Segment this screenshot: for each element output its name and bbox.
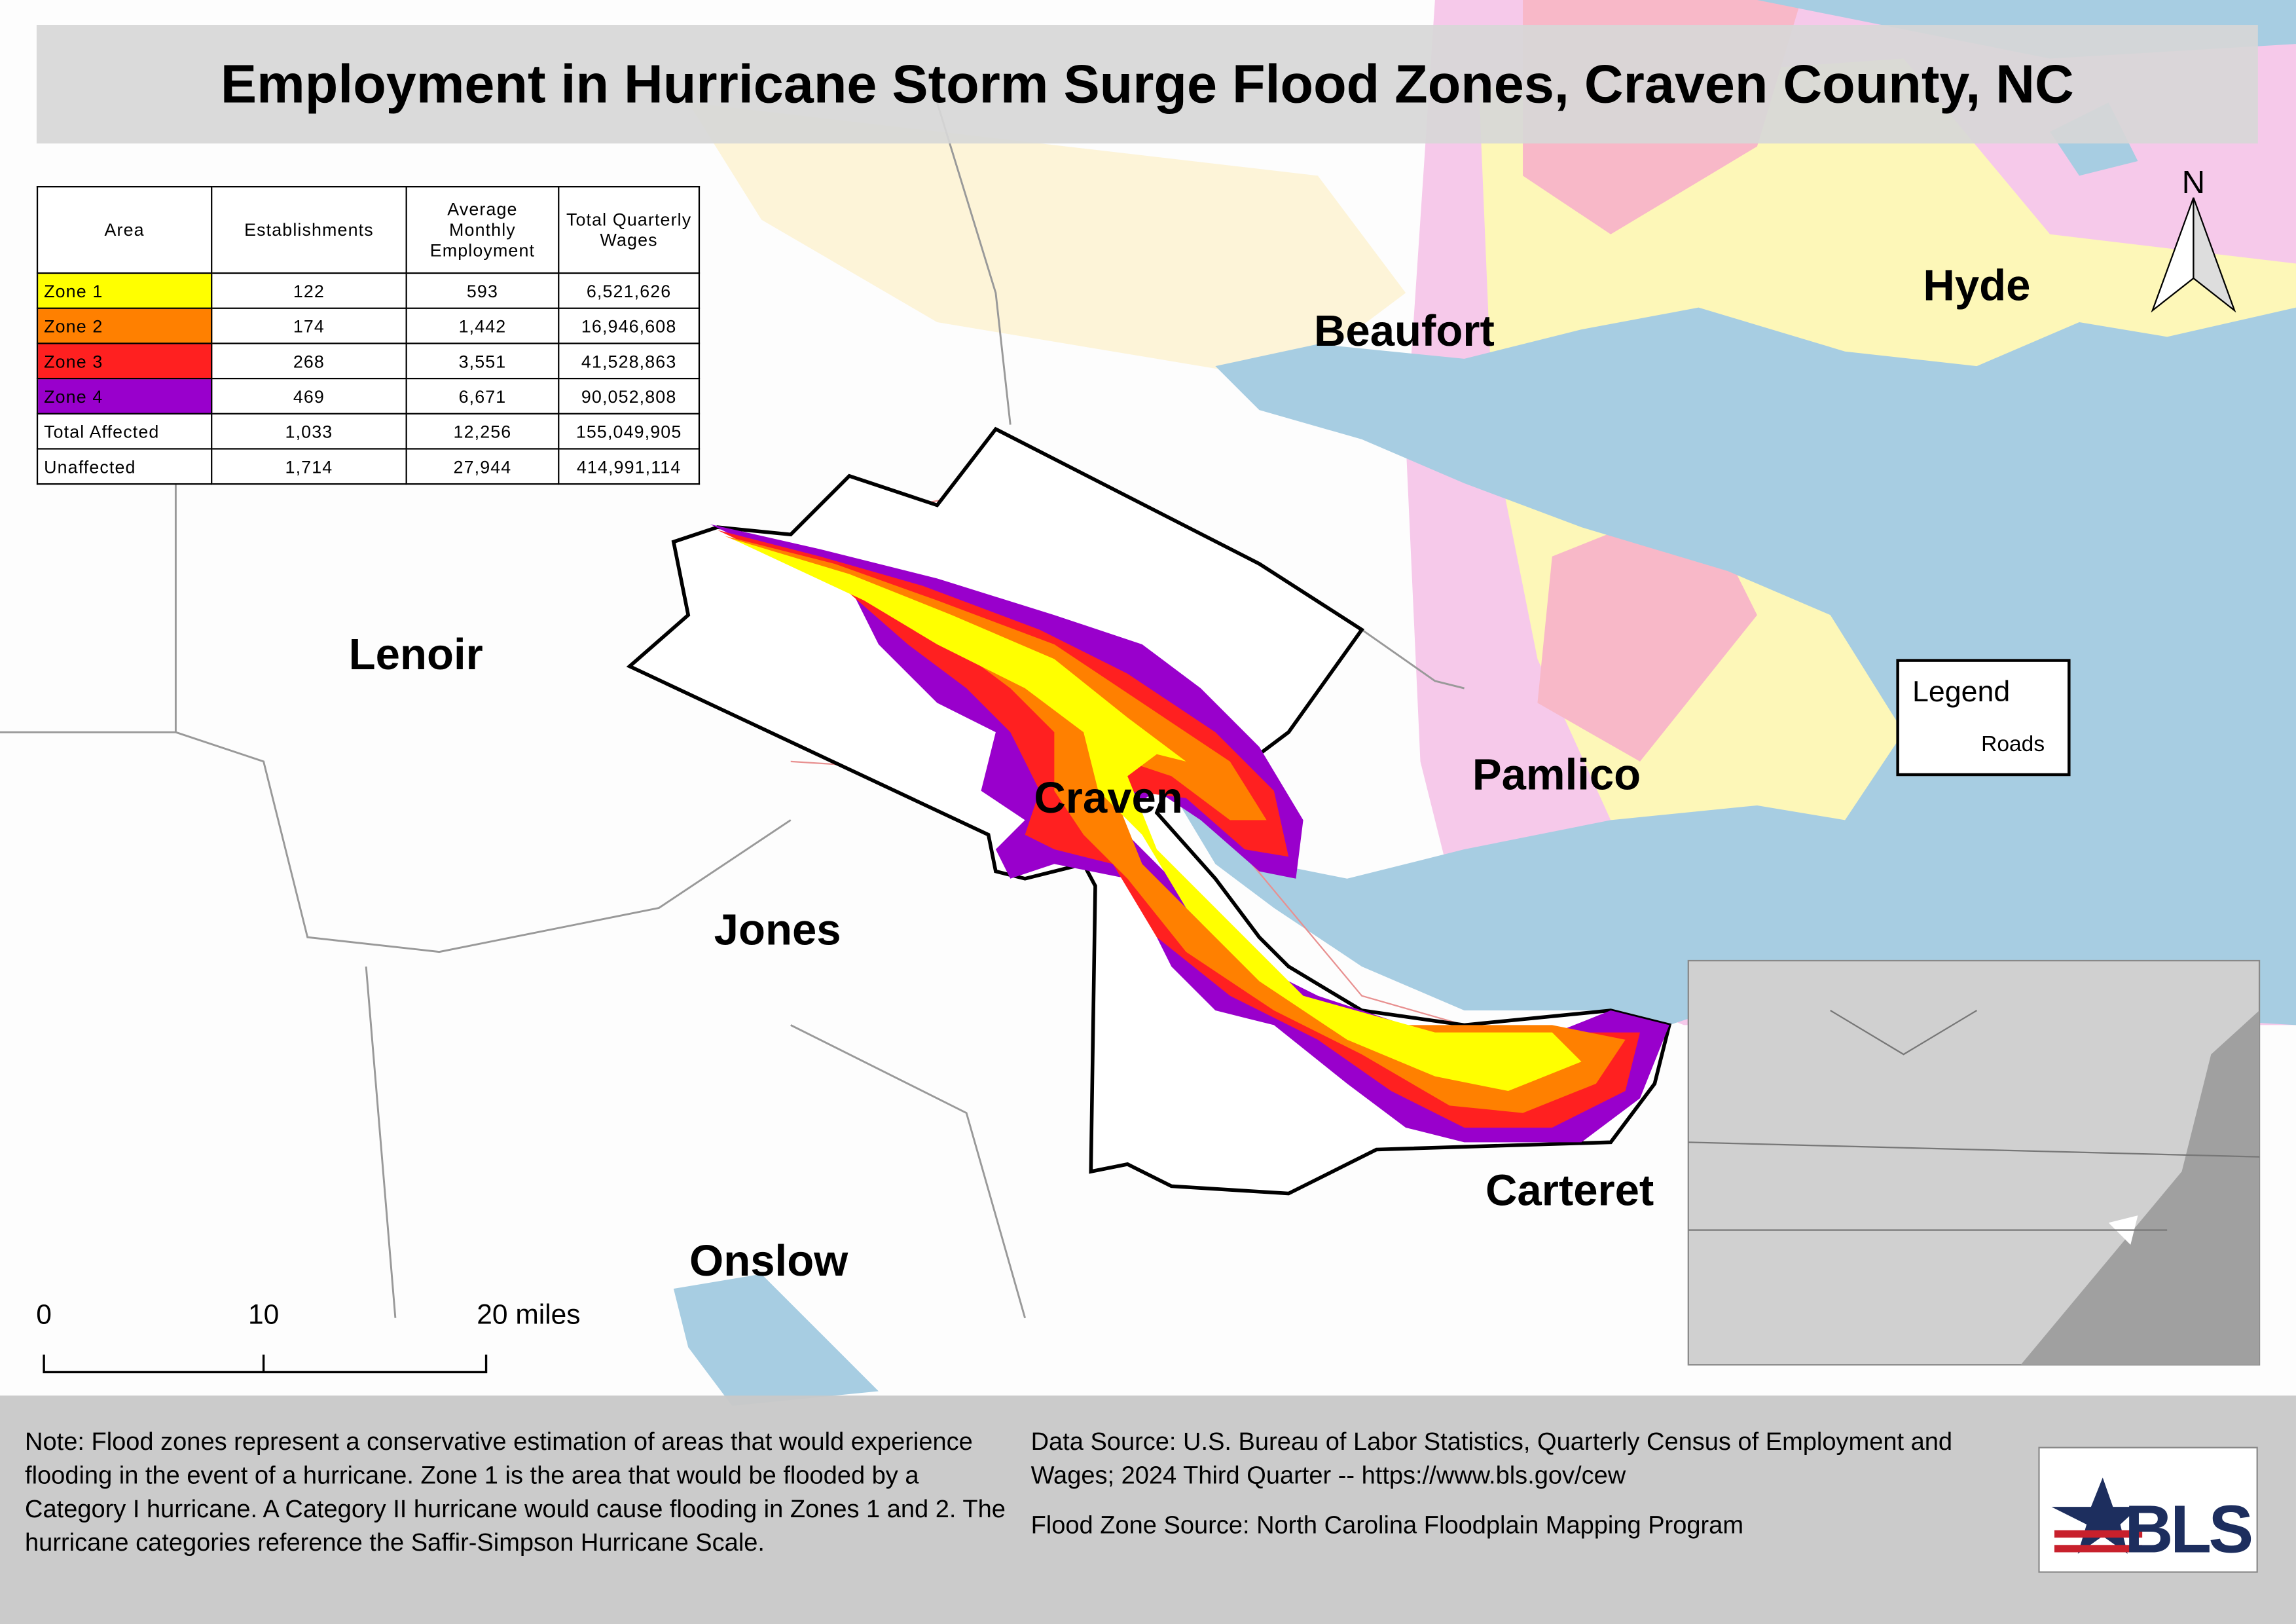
county-label: Craven <box>1034 775 1183 823</box>
header-cell: Average Monthly Employment <box>405 186 560 274</box>
flood-source: Flood Zone Source: North Carolina Floodp… <box>1030 1511 1744 1540</box>
table-cell: Zone 4 <box>36 377 213 415</box>
table-cell: 469 <box>211 377 407 415</box>
county-label: Carteret <box>1485 1167 1654 1216</box>
county-label: Jones <box>714 906 841 955</box>
table-row: Zone 1 122 593 6,521,626 <box>36 272 701 309</box>
county-label: Beaufort <box>1313 307 1495 356</box>
table-cell: Zone 3 <box>36 342 213 380</box>
table-row: Unaffected 1,714 27,944 414,991,114 <box>36 448 701 485</box>
scale-label: 10 <box>247 1300 280 1331</box>
table-cell: 1,714 <box>211 448 407 485</box>
table-cell: 27,944 <box>405 448 560 485</box>
scale-label: 0 <box>36 1300 52 1331</box>
note: Note: Flood zones represent a conservati… <box>25 1428 1006 1557</box>
table-row: Zone 3 268 3,551 41,528,863 <box>36 342 701 380</box>
table-cell: 174 <box>211 307 407 344</box>
table-cell: 414,991,114 <box>558 448 701 485</box>
data-source: Data Source: U.S. Bureau of Labor Statis… <box>1030 1428 1953 1490</box>
table-cell: 12,256 <box>405 413 560 450</box>
header-cell: Total Quarterly Wages <box>558 186 701 274</box>
map-title: Employment in Hurricane Storm Surge Floo… <box>36 25 2258 144</box>
table-row: Zone 4 469 6,671 90,052,808 <box>36 377 701 415</box>
table-cell: 3,551 <box>405 342 560 380</box>
logo-text: BLS <box>2124 1490 2253 1567</box>
table-cell: 16,946,608 <box>558 307 701 344</box>
data-table: Area Establishments Average Monthly Employ… <box>36 186 701 485</box>
table-cell: 1,033 <box>211 413 407 450</box>
table-cell: 41,528,863 <box>558 342 701 380</box>
table-cell: Total Affected <box>36 413 213 450</box>
header-cell: Establishments <box>211 186 407 274</box>
legend: Legend Roads <box>1896 659 2071 777</box>
logo-icon <box>2051 1477 2143 1554</box>
table-header: Area Establishments Average Monthly Employ… <box>36 186 701 274</box>
table-row: Total Affected 1,033 12,256 155,049,905 <box>36 413 701 450</box>
table-cell: 268 <box>211 342 407 380</box>
table-cell: Zone 2 <box>36 307 213 344</box>
north-label: N <box>2181 164 2206 201</box>
county-label: Onslow <box>689 1237 848 1286</box>
scale-label: 20 miles <box>477 1300 581 1331</box>
table-cell: 155,049,905 <box>558 413 701 450</box>
table-row: Zone 2 174 1,442 16,946,608 <box>36 307 701 344</box>
table-cell: Unaffected <box>36 448 213 485</box>
header-cell: Area <box>36 186 213 274</box>
footer: Note: Flood zones represent a conservati… <box>0 1395 2296 1624</box>
legend-title: Legend <box>1912 676 2011 709</box>
table-cell: 90,052,808 <box>558 377 701 415</box>
county-label: Lenoir <box>348 631 483 680</box>
table-cell: 6,521,626 <box>558 272 701 309</box>
logo: BLS <box>2038 1447 2258 1573</box>
county-label: Hyde <box>1923 262 2031 311</box>
legend-item: Roads <box>1981 732 2045 758</box>
table-cell: 593 <box>405 272 560 309</box>
table-cell: 6,671 <box>405 377 560 415</box>
table-cell: 1,442 <box>405 307 560 344</box>
county-label: Pamlico <box>1472 751 1641 800</box>
table-cell: Zone 1 <box>36 272 213 309</box>
table-cell: 122 <box>211 272 407 309</box>
